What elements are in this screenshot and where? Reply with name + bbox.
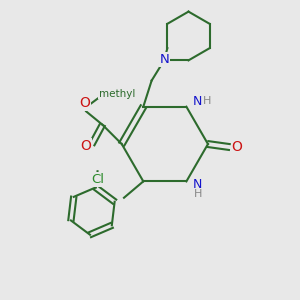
Text: O: O: [80, 139, 91, 152]
Text: methyl: methyl: [98, 88, 135, 98]
Text: H: H: [194, 189, 202, 199]
Text: H: H: [202, 96, 211, 106]
Text: N: N: [160, 53, 169, 66]
Text: Cl: Cl: [91, 173, 104, 186]
Text: N: N: [193, 95, 202, 108]
Text: O: O: [79, 96, 90, 110]
Text: O: O: [231, 140, 242, 154]
Text: N: N: [193, 178, 202, 191]
